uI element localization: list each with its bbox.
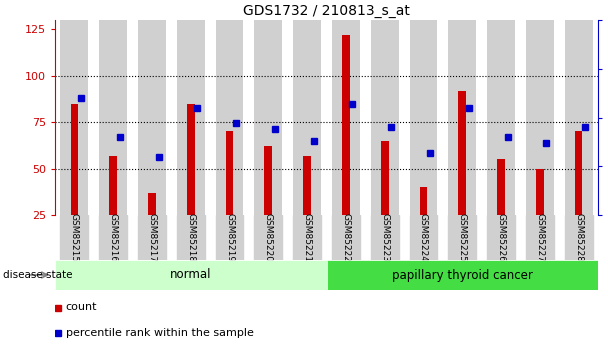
Bar [332,215,360,260]
Bar [410,20,437,215]
Bar [420,187,427,215]
Text: GSM85217: GSM85217 [148,213,156,262]
Text: GSM85226: GSM85226 [497,213,505,262]
Bar [381,141,389,215]
Text: GSM85216: GSM85216 [109,213,118,262]
Text: GSM85219: GSM85219 [225,213,234,262]
Bar [371,215,399,260]
Bar [99,20,127,215]
Bar [293,215,321,260]
Text: disease state: disease state [3,270,72,280]
Text: GSM85218: GSM85218 [186,213,195,262]
Text: count: count [66,303,97,313]
Bar [148,193,156,215]
Bar [565,215,593,260]
Bar [99,215,127,260]
Bar [60,20,88,215]
Bar [60,215,88,260]
Bar [55,260,326,290]
Bar [526,20,554,215]
Bar [487,215,515,260]
Bar [565,20,593,215]
Text: GSM85227: GSM85227 [535,213,544,262]
Text: percentile rank within the sample: percentile rank within the sample [66,327,254,337]
Text: GSM85220: GSM85220 [264,213,273,262]
Text: papillary thyroid cancer: papillary thyroid cancer [392,268,533,282]
Title: GDS1732 / 210813_s_at: GDS1732 / 210813_s_at [243,3,410,18]
Bar [138,215,166,260]
Text: GSM85225: GSM85225 [458,213,467,262]
Bar [342,35,350,215]
Bar [177,215,205,260]
Text: GSM85224: GSM85224 [419,213,428,262]
Bar [526,215,554,260]
Bar [536,169,544,215]
Bar [254,20,282,215]
Bar [371,20,399,215]
Text: GSM85223: GSM85223 [380,213,389,262]
Bar [448,215,476,260]
Bar [332,20,360,215]
Text: GSM85228: GSM85228 [574,213,583,262]
Text: GSM85215: GSM85215 [70,213,79,262]
Bar [410,215,437,260]
Bar [216,20,243,215]
Bar [293,20,321,215]
Bar [216,215,243,260]
Bar [575,131,582,215]
Bar [109,156,117,215]
Bar [303,156,311,215]
Bar [448,20,476,215]
Bar [487,20,515,215]
Bar [177,20,205,215]
Bar [254,215,282,260]
Bar [458,91,466,215]
Bar [497,159,505,215]
Text: normal: normal [170,268,212,282]
Text: GSM85222: GSM85222 [342,213,350,262]
Bar [71,104,78,215]
Bar [138,20,166,215]
Bar [264,146,272,215]
Bar [326,260,598,290]
Text: GSM85221: GSM85221 [303,213,312,262]
Bar [187,104,195,215]
Bar [226,131,233,215]
